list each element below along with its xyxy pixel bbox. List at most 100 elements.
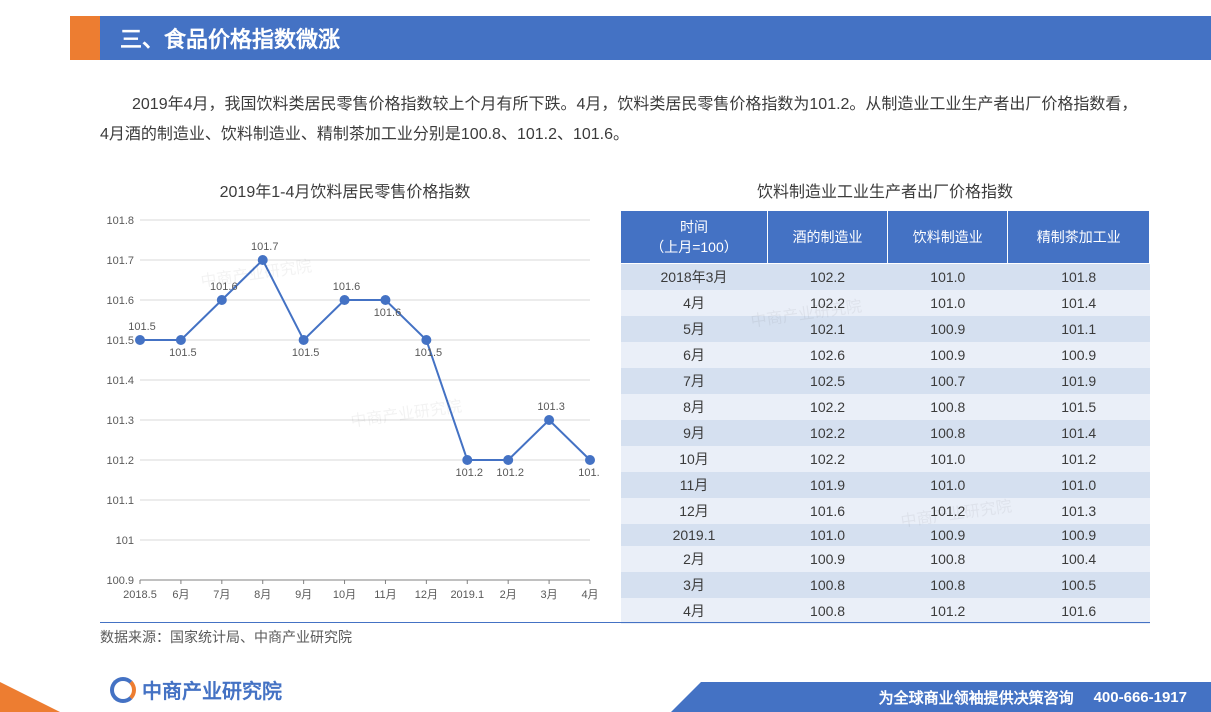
table-row: 5月102.1100.9101.1 (621, 316, 1150, 342)
table-row: 4月102.2101.0101.4 (621, 290, 1150, 316)
table-header-3: 精制茶加工业 (1008, 211, 1150, 264)
price-index-table: 时间（上月=100）酒的制造业饮料制造业精制茶加工业2018年3月102.210… (620, 210, 1150, 624)
table-cell: 9月 (621, 420, 768, 446)
table-cell: 2018年3月 (621, 264, 768, 291)
table-cell: 101.4 (1008, 420, 1150, 446)
svg-text:2019.1: 2019.1 (450, 589, 484, 601)
svg-text:101.2: 101.2 (106, 455, 134, 467)
table-cell: 100.9 (888, 342, 1008, 368)
header-accent-orange (70, 16, 100, 60)
table-cell: 11月 (621, 472, 768, 498)
footer-triangle-icon (0, 682, 60, 712)
table-cell: 100.4 (1008, 546, 1150, 572)
table-cell: 4月 (621, 290, 768, 316)
body-paragraph: 2019年4月，我国饮料类居民零售价格指数较上个月有所下跌。4月，饮料类居民零售… (100, 90, 1141, 150)
table-cell: 101.0 (767, 524, 887, 546)
svg-text:101.5: 101.5 (292, 347, 320, 359)
table-row: 2018年3月102.2101.0101.8 (621, 264, 1150, 291)
table-cell: 102.2 (767, 264, 887, 291)
table-cell: 100.5 (1008, 572, 1150, 598)
table-cell: 100.9 (767, 546, 887, 572)
table-cell: 101.4 (1008, 290, 1150, 316)
header-bar: 三、食品价格指数微涨 (0, 16, 1211, 60)
svg-text:101.1: 101.1 (106, 495, 134, 507)
svg-text:9月: 9月 (295, 589, 312, 601)
table-title: 饮料制造业工业生产者出厂价格指数 (620, 178, 1150, 202)
svg-text:3月: 3月 (541, 589, 558, 601)
table-cell: 100.9 (888, 524, 1008, 546)
table-cell: 102.5 (767, 368, 887, 394)
svg-text:101: 101 (116, 535, 134, 547)
table-cell: 10月 (621, 446, 768, 472)
footer-slogan: 为全球商业领袖提供决策咨询 (879, 687, 1074, 708)
svg-text:2018.5: 2018.5 (123, 589, 157, 601)
table-header-0: 时间（上月=100） (621, 211, 768, 264)
svg-text:101.5: 101.5 (106, 335, 134, 347)
line-chart-svg: 100.9 101 101.1 101.2 101.3 101.4 101.5 101.6 10… (90, 210, 600, 610)
svg-text:101.6: 101.6 (333, 281, 361, 293)
table-cell: 102.2 (767, 290, 887, 316)
table-cell: 102.2 (767, 394, 887, 420)
table-header-2: 饮料制造业 (888, 211, 1008, 264)
table-container: 饮料制造业工业生产者出厂价格指数 时间（上月=100）酒的制造业饮料制造业精制茶… (620, 178, 1150, 624)
table-cell: 101.9 (1008, 368, 1150, 394)
table-cell: 101.0 (888, 446, 1008, 472)
svg-text:2月: 2月 (500, 589, 517, 601)
chart-title: 2019年1-4月饮料居民零售价格指数 (90, 178, 600, 202)
table-cell: 102.1 (767, 316, 887, 342)
svg-text:101.7: 101.7 (106, 255, 134, 267)
table-cell: 5月 (621, 316, 768, 342)
svg-text:101.4: 101.4 (106, 375, 134, 387)
svg-text:101.3: 101.3 (537, 401, 565, 413)
table-cell: 8月 (621, 394, 768, 420)
svg-text:7月: 7月 (213, 589, 230, 601)
svg-text:101.6: 101.6 (106, 295, 134, 307)
logo-text: 中商产业研究院 (142, 675, 282, 704)
table-cell: 101.0 (888, 290, 1008, 316)
table-row: 11月101.9101.0101.0 (621, 472, 1150, 498)
table-cell: 102.2 (767, 446, 887, 472)
footer: 中商产业研究院 为全球商业领袖提供决策咨询 400-666-1917 (0, 664, 1211, 712)
table-cell: 101.3 (1008, 498, 1150, 524)
svg-text:101.2: 101.2 (496, 467, 524, 479)
table-cell: 100.8 (888, 420, 1008, 446)
svg-text:101.7: 101.7 (251, 241, 279, 253)
table-cell: 100.9 (1008, 342, 1150, 368)
table-cell: 100.8 (767, 598, 887, 624)
table-cell: 101.5 (1008, 394, 1150, 420)
line-chart-container: 2019年1-4月饮料居民零售价格指数 100.9101101.1101.210… (90, 178, 600, 608)
table-cell: 2019.1 (621, 524, 768, 546)
table-cell: 101.2 (888, 598, 1008, 624)
table-cell: 101.0 (888, 472, 1008, 498)
table-cell: 101.2 (888, 498, 1008, 524)
table-cell: 100.8 (767, 572, 887, 598)
table-cell: 100.9 (888, 316, 1008, 342)
table-cell: 2月 (621, 546, 768, 572)
svg-text:11月: 11月 (374, 589, 396, 601)
svg-text:12月: 12月 (415, 589, 438, 601)
table-cell: 102.6 (767, 342, 887, 368)
table-row: 8月102.2100.8101.5 (621, 394, 1150, 420)
table-row: 2月100.9100.8100.4 (621, 546, 1150, 572)
table-cell: 101.1 (1008, 316, 1150, 342)
table-cell: 4月 (621, 598, 768, 624)
page-title: 三、食品价格指数微涨 (100, 22, 340, 54)
table-row: 7月102.5100.7101.9 (621, 368, 1150, 394)
table-row: 9月102.2100.8101.4 (621, 420, 1150, 446)
table-cell: 101.6 (1008, 598, 1150, 624)
table-cell: 6月 (621, 342, 768, 368)
table-cell: 100.9 (1008, 524, 1150, 546)
svg-text:4月: 4月 (581, 589, 598, 601)
svg-text:101.5: 101.5 (415, 347, 443, 359)
table-cell: 102.2 (767, 420, 887, 446)
svg-text:6月: 6月 (172, 589, 189, 601)
svg-text:100.9: 100.9 (106, 575, 134, 587)
header-accent-white (0, 16, 70, 60)
table-cell: 100.7 (888, 368, 1008, 394)
svg-text:101.2: 101.2 (456, 467, 484, 479)
logo-icon (110, 677, 136, 703)
table-cell: 100.8 (888, 546, 1008, 572)
table-row: 6月102.6100.9100.9 (621, 342, 1150, 368)
table-cell: 101.0 (888, 264, 1008, 291)
table-cell: 101.0 (1008, 472, 1150, 498)
